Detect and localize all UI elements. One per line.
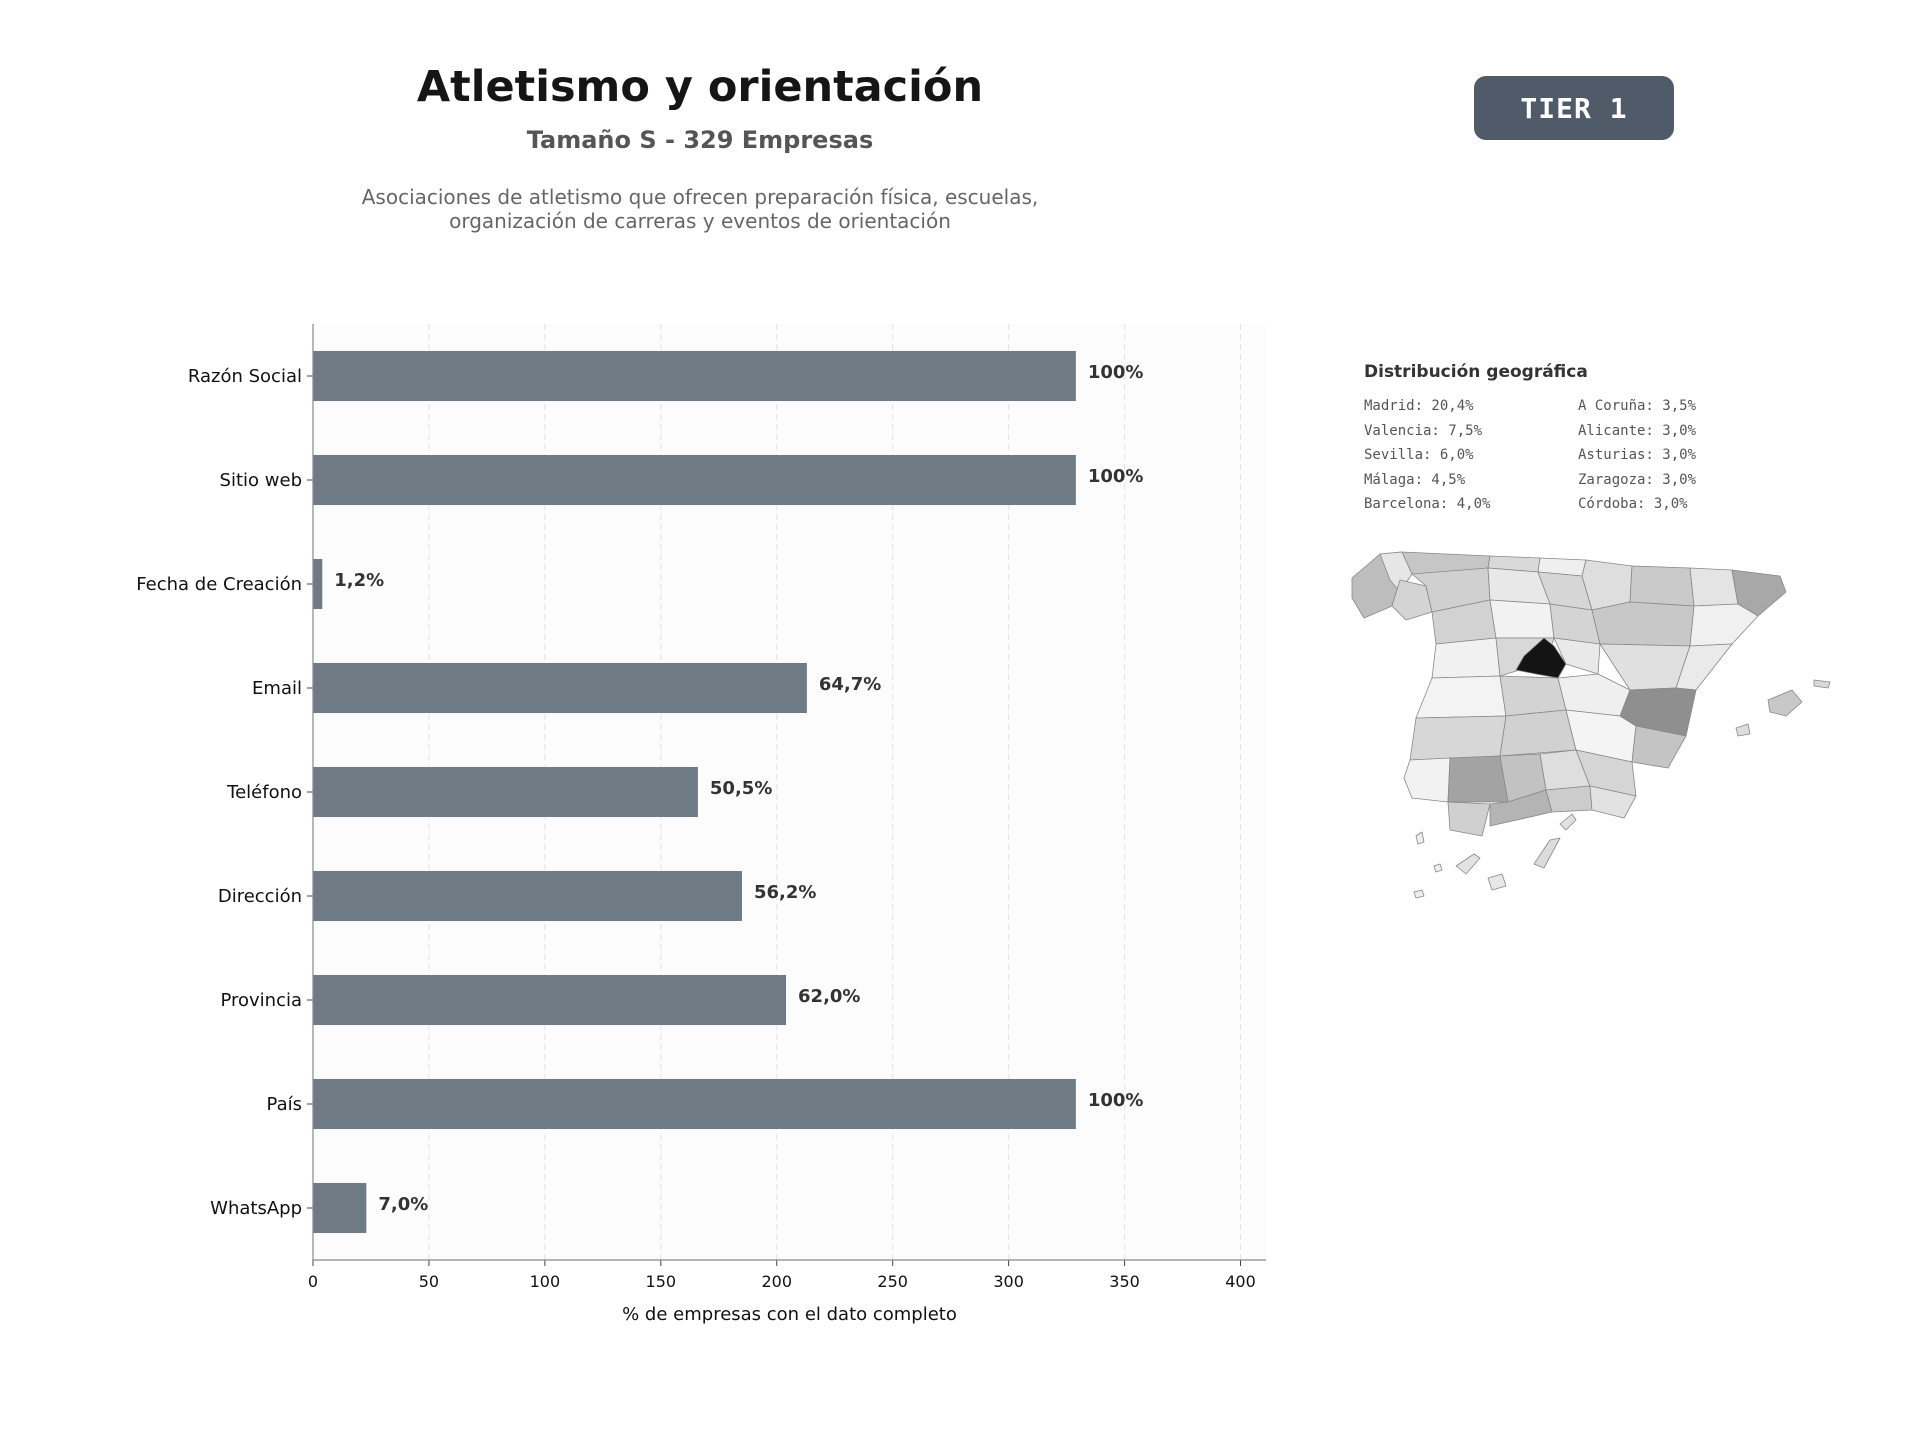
bar [313,1183,367,1233]
x-tick-label: 300 [993,1272,1024,1291]
page-title: Atletismo y orientación [416,62,984,112]
x-tick-label: 50 [419,1272,439,1291]
map-region-huelva [1403,757,1451,803]
bar [313,1079,1076,1129]
map-region-alicante [1631,725,1687,769]
map-region-barcelona [1731,569,1787,617]
category-label: Email [252,678,302,699]
x-tick-label: 250 [877,1272,908,1291]
description-line-1: Asociaciones de atletismo que ofrecen pr… [361,185,1039,209]
x-tick-label: 0 [308,1272,318,1291]
map-region-badajoz [1409,715,1507,761]
map-region-huesca [1629,565,1695,607]
category-label: Sitio web [220,470,302,491]
x-axis-label: % de empresas con el dato completo [622,1304,957,1325]
category-label: Fecha de Creación [136,574,302,595]
geo-item: Zaragoza: 3,0% [1578,471,1697,488]
category-label: Provincia [220,990,302,1011]
map-region-toledo [1499,675,1567,717]
spain-map [1351,551,1831,899]
tier-badge: TIER 1 [1474,76,1674,140]
map-region-fuerteventura [1533,837,1561,869]
category-label: País [267,1094,302,1115]
value-label: 7,0% [378,1194,428,1215]
map-region-ibiza [1735,723,1751,737]
completeness-bar-chart: 0 50 100 150 200 250 300 350 400 Razón Social 100%… [136,324,1266,1325]
bar [313,975,787,1025]
value-label: 64,7% [819,674,881,695]
map-region-almeria [1589,785,1637,819]
map-region-madrid [1515,637,1567,679]
geo-item: Madrid: 20,4% [1364,398,1474,414]
description-line-2: organización de carreras y eventos de or… [449,209,951,233]
map-region-lleida [1689,567,1739,607]
geo-item: Alicante: 3,0% [1578,422,1697,439]
map-region-ciudad-real [1499,709,1577,757]
x-tick-label: 100 [530,1272,561,1291]
category-label: Teléfono [226,782,302,803]
value-label: 62,0% [798,986,860,1007]
map-region-lanzarote [1559,813,1577,831]
geo-item: Barcelona: 4,0% [1364,496,1491,513]
map-region-salamanca [1431,637,1501,679]
geo-distribution-title: Distribución geográfica [1364,362,1588,382]
x-tick-label: 150 [646,1272,677,1291]
value-label: 1,2% [334,570,384,591]
map-region-cadiz [1447,801,1491,837]
map-region-el-hierro [1413,889,1425,899]
value-label: 100% [1088,362,1144,383]
bar [313,351,1076,401]
page-description: Asociaciones de atletismo que ofrecen pr… [300,185,1100,233]
category-label: WhatsApp [210,1198,302,1219]
value-label: 56,2% [754,882,816,903]
map-region-tenerife [1455,853,1481,875]
map-region-mallorca [1767,689,1803,717]
map-region-tarragona [1689,603,1759,647]
geo-item: Málaga: 4,5% [1364,471,1466,488]
map-region-gran-canaria [1487,873,1507,891]
category-label: Dirección [218,886,302,907]
category-label: Razón Social [188,366,302,387]
map-region-navarra [1581,559,1633,611]
geo-item: Sevilla: 6,0% [1364,447,1474,464]
value-label: 50,5% [710,778,772,799]
map-region-zaragoza [1591,601,1695,647]
map-region-menorca [1813,679,1831,689]
value-label: 100% [1088,466,1144,487]
map-region-cuenca [1557,673,1631,717]
bar [313,663,807,713]
bar [313,767,698,817]
geo-item: Asturias: 3,0% [1578,447,1697,464]
x-tick-label: 200 [761,1272,792,1291]
map-region-la-gomera [1433,863,1443,873]
map-region-sevilla [1447,755,1509,803]
value-label: 100% [1088,1090,1144,1111]
geo-item: A Coruña: 3,5% [1578,398,1697,414]
geo-item: Valencia: 7,5% [1364,422,1483,439]
map-region-la-palma [1415,831,1425,845]
x-tick-label: 350 [1109,1272,1140,1291]
map-region-caceres [1415,675,1507,719]
page-subtitle: Tamaño S - 329 Empresas [526,126,874,154]
bar [313,871,742,921]
map-region-valladolid [1489,599,1555,639]
x-tick-label: 400 [1225,1272,1256,1291]
geo-distribution-list: Madrid: 20,4% A Coruña: 3,5% Valencia: 7,5… [1364,398,1784,512]
bar [313,559,323,609]
geo-item: Córdoba: 3,0% [1578,496,1688,513]
map-region-granada [1545,785,1593,813]
bar [313,455,1076,505]
